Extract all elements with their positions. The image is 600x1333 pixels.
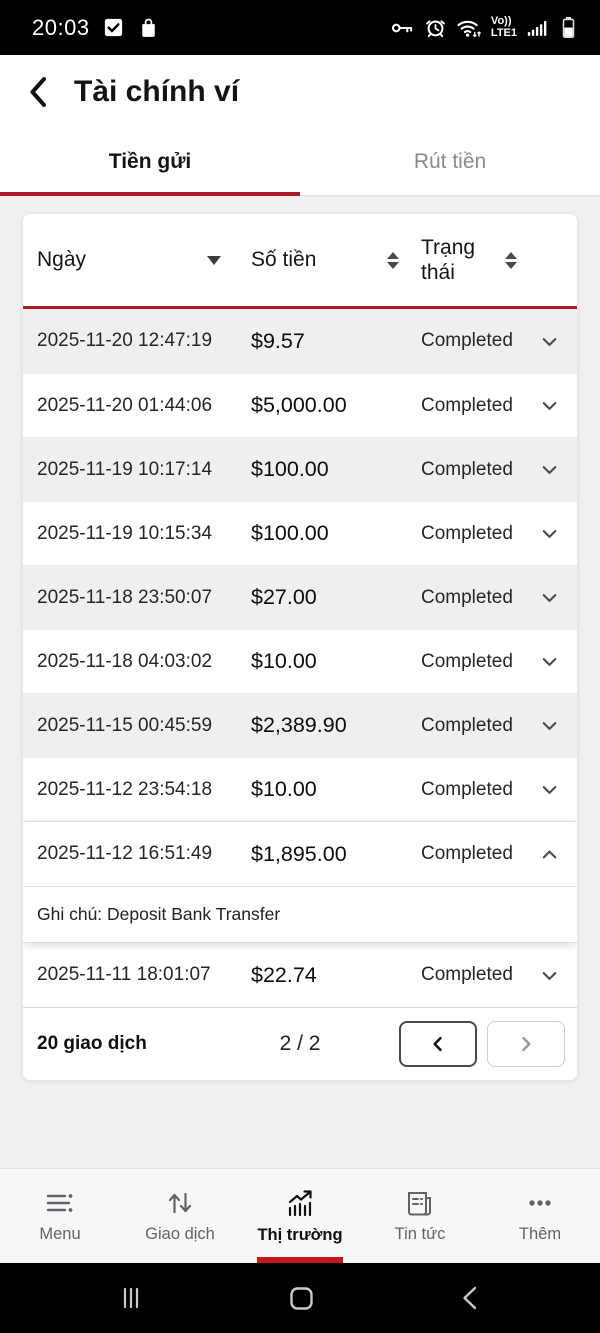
- battery-icon: [557, 15, 580, 40]
- nav-label: Menu: [39, 1225, 81, 1243]
- chevron-right-icon: [516, 1034, 536, 1054]
- next-page-button[interactable]: [487, 1021, 565, 1067]
- tab-deposit[interactable]: Tiền gửi: [108, 150, 192, 173]
- nav-item-more[interactable]: Thêm: [480, 1169, 600, 1263]
- nav-item-market[interactable]: Thị trường: [240, 1169, 360, 1263]
- bottom-nav: Menu Giao dịch Thị trường Tin tức Thê: [0, 1168, 600, 1263]
- sort-icon: [387, 251, 399, 269]
- android-nav-bar: [0, 1263, 600, 1333]
- table-row[interactable]: 2025-11-20 12:47:19 $9.57 Completed: [23, 309, 577, 373]
- chevron-down-icon: [537, 714, 561, 737]
- table-row[interactable]: 2025-11-11 18:01:07 $22.74 Completed: [23, 943, 577, 1007]
- transactions-card: Ngày Số tiền Trạng thái 2025-11-20 12:47…: [22, 213, 578, 1081]
- tab-bar: Tiền gửi Rút tiền: [0, 129, 600, 196]
- table-row[interactable]: 2025-11-15 00:45:59 $2,389.90 Completed: [23, 693, 577, 757]
- sort-desc-icon: [207, 255, 221, 265]
- shopping-bag-icon: [137, 16, 160, 39]
- chevron-down-icon: [537, 586, 561, 609]
- pagination: [399, 1021, 565, 1067]
- nav-label: Giao dịch: [145, 1225, 215, 1243]
- chevron-down-icon: [537, 778, 561, 801]
- chevron-down-icon: [537, 458, 561, 481]
- table-row[interactable]: 2025-11-19 10:17:14 $100.00 Completed: [23, 437, 577, 501]
- signal-strength-icon: [526, 17, 548, 39]
- news-icon: [404, 1188, 436, 1218]
- menu-icon: [44, 1188, 76, 1218]
- chevron-down-icon: [537, 394, 561, 417]
- back-icon[interactable]: [26, 75, 50, 109]
- key-icon: [390, 17, 415, 39]
- chevron-left-icon: [428, 1034, 448, 1054]
- nav-label: Thêm: [518, 1225, 562, 1243]
- table-footer: 20 giao dịch 2 / 2: [23, 1007, 577, 1080]
- transfer-arrows-icon: [165, 1188, 195, 1218]
- alarm-icon: [424, 16, 447, 39]
- more-dots-icon: [524, 1188, 556, 1218]
- table-row[interactable]: 2025-11-19 10:15:34 $100.00 Completed: [23, 501, 577, 565]
- tab-withdraw[interactable]: Rút tiền: [413, 150, 487, 173]
- home-icon[interactable]: [288, 1285, 315, 1312]
- wifi-icon: [456, 16, 482, 39]
- table-row[interactable]: 2025-11-12 23:54:18 $10.00 Completed: [23, 757, 577, 821]
- table-row[interactable]: 2025-11-18 23:50:07 $27.00 Completed: [23, 565, 577, 629]
- transactions-count: 20 giao dịch: [37, 1033, 147, 1054]
- nav-label: Thị trường: [257, 1226, 343, 1244]
- expanded-row-group: 2025-11-12 16:51:49 $1,895.00 Completed …: [23, 821, 577, 943]
- market-chart-icon: [284, 1187, 316, 1219]
- content-area: Ngày Số tiền Trạng thái 2025-11-20 12:47…: [0, 196, 600, 1081]
- active-tab-indicator: [0, 192, 300, 196]
- table-row[interactable]: 2025-11-20 01:44:06 $5,000.00 Completed: [23, 373, 577, 437]
- recents-icon[interactable]: [118, 1285, 144, 1311]
- nav-label: Tin tức: [394, 1225, 446, 1243]
- column-header-status[interactable]: Trạng thái: [421, 235, 561, 285]
- volte-indicator: Vo)) LTE1: [490, 15, 517, 39]
- table-row[interactable]: 2025-11-18 04:03:02 $10.00 Completed: [23, 629, 577, 693]
- status-bar: 20:03 Vo)) LTE1: [0, 0, 600, 55]
- chevron-down-icon: [537, 522, 561, 545]
- table-row-expanded[interactable]: 2025-11-12 16:51:49 $1,895.00 Completed: [23, 822, 577, 886]
- checkbox-notification-icon: [102, 16, 125, 39]
- chevron-down-icon: [537, 964, 561, 987]
- chevron-up-icon: [537, 843, 561, 866]
- chevron-down-icon: [537, 330, 561, 353]
- nav-item-menu[interactable]: Menu: [0, 1169, 120, 1263]
- android-back-icon[interactable]: [458, 1285, 482, 1311]
- prev-page-button[interactable]: [399, 1021, 477, 1067]
- column-header-amount[interactable]: Số tiền: [251, 248, 421, 272]
- page-title: Tài chính ví: [74, 75, 240, 108]
- app-header: Tài chính ví: [0, 55, 600, 129]
- chevron-down-icon: [537, 650, 561, 673]
- column-header-date[interactable]: Ngày: [37, 248, 251, 272]
- active-nav-indicator: [257, 1257, 343, 1263]
- nav-item-news[interactable]: Tin tức: [360, 1169, 480, 1263]
- status-time: 20:03: [32, 14, 90, 40]
- sort-icon: [505, 251, 517, 269]
- nav-item-transactions[interactable]: Giao dịch: [120, 1169, 240, 1263]
- table-header: Ngày Số tiền Trạng thái: [23, 214, 577, 309]
- transaction-note: Ghi chú: Deposit Bank Transfer: [23, 886, 577, 942]
